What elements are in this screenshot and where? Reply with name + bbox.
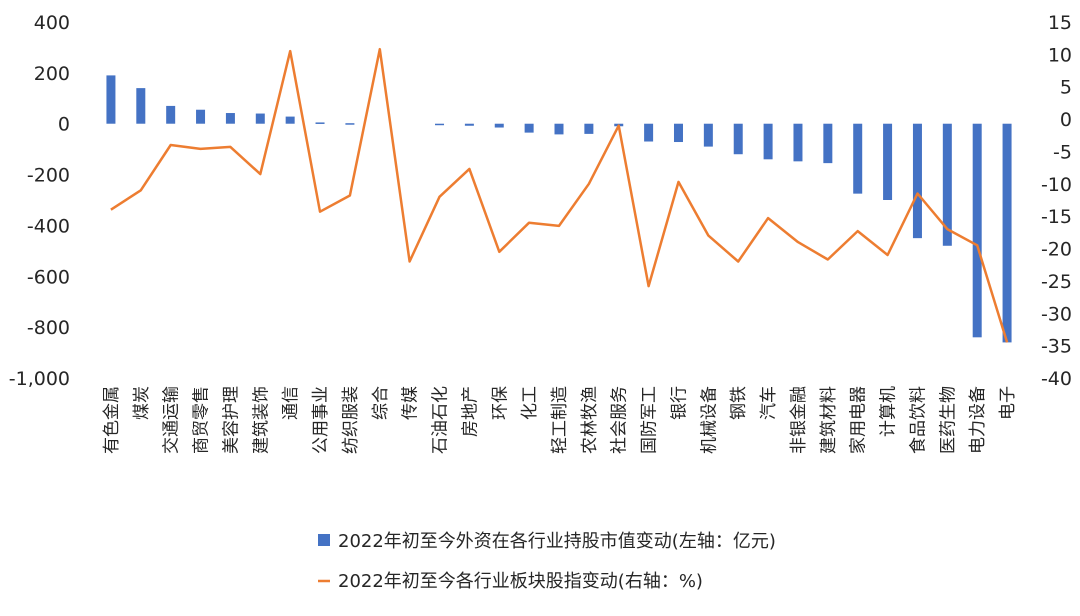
bar-美容护理 — [225, 113, 235, 124]
right-tick-label: -30 — [1041, 303, 1072, 325]
left-tick-label: 0 — [58, 114, 70, 136]
legend-bar-swatch — [318, 534, 330, 546]
category-label: 煤炭 — [132, 386, 152, 420]
category-label: 家用电器 — [849, 386, 869, 454]
category-label: 传媒 — [401, 386, 421, 420]
bar-纺织服装 — [345, 123, 355, 125]
category-label: 电子 — [998, 386, 1018, 420]
bar-建筑材料 — [823, 123, 833, 164]
category-label: 通信 — [281, 386, 301, 420]
bar-电力设备 — [972, 123, 982, 338]
category-label: 国防军工 — [640, 386, 660, 454]
category-label: 石油石化 — [431, 386, 451, 454]
left-tick-label: 200 — [34, 63, 70, 85]
legend-bar-label: 2022年初至今外资在各行业持股市值变动(左轴：亿元) — [338, 531, 776, 552]
category-label: 化工 — [520, 386, 540, 420]
category-label: 钢铁 — [729, 386, 749, 420]
category-label: 计算机 — [879, 386, 899, 437]
bar-家用电器 — [853, 123, 863, 194]
category-label: 农林牧渔 — [580, 386, 600, 454]
category-label: 建筑装饰 — [251, 386, 271, 454]
category-label: 建筑材料 — [819, 386, 839, 454]
category-label: 综合 — [371, 386, 391, 420]
left-tick-label: -400 — [27, 215, 70, 237]
left-tick-label: -600 — [27, 266, 70, 288]
category-label: 公用事业 — [311, 386, 331, 454]
category-label: 交通运输 — [162, 386, 182, 454]
bar-国防军工 — [644, 123, 654, 142]
left-tick-label: -1,000 — [9, 368, 70, 390]
category-label: 电力设备 — [968, 386, 988, 454]
bar-环保 — [494, 123, 504, 128]
bar-钢铁 — [733, 123, 743, 155]
right-tick-label: 5 — [1060, 77, 1072, 99]
bar-通信 — [285, 116, 295, 124]
category-label: 社会服务 — [610, 386, 630, 454]
category-label: 机械设备 — [699, 386, 719, 454]
right-tick-label: -40 — [1041, 368, 1072, 390]
category-label: 环保 — [490, 386, 510, 420]
bar-series — [106, 75, 1012, 343]
bar-石油石化 — [435, 123, 445, 126]
right-tick-label: 15 — [1048, 12, 1072, 34]
bar-农林牧渔 — [584, 123, 594, 134]
right-tick-label: -25 — [1041, 271, 1072, 293]
category-label: 纺织服装 — [341, 386, 361, 454]
right-tick-label: 0 — [1060, 109, 1072, 131]
left-axis: -1,000 -800 -600 -400 -200 0 200 400 — [9, 12, 70, 390]
bar-电子 — [1002, 123, 1012, 343]
right-tick-label: -20 — [1041, 239, 1072, 261]
category-label: 非银金融 — [789, 386, 809, 454]
bar-机械设备 — [703, 123, 713, 147]
right-tick-label: -15 — [1041, 206, 1072, 228]
left-tick-label: 400 — [34, 12, 70, 34]
category-label: 商贸零售 — [192, 386, 212, 454]
category-label: 汽车 — [759, 386, 779, 420]
bar-食品饮料 — [912, 123, 922, 239]
bar-轻工制造 — [554, 123, 564, 135]
right-tick-label: -35 — [1041, 336, 1072, 358]
bar-计算机 — [883, 123, 893, 200]
bar-银行 — [673, 123, 683, 143]
line-series — [110, 47, 1009, 343]
category-label: 银行 — [669, 386, 689, 420]
legend: 2022年初至今外资在各行业持股市值变动(左轴：亿元) 2022年初至今各行业板… — [318, 531, 776, 592]
bar-煤炭 — [136, 88, 146, 124]
bar-有色金属 — [106, 75, 116, 124]
category-label: 医药生物 — [938, 386, 958, 454]
bar-化工 — [524, 123, 534, 133]
bar-公用事业 — [315, 122, 325, 124]
bar-交通运输 — [166, 105, 176, 124]
bar-建筑装饰 — [255, 113, 265, 124]
right-tick-label: -5 — [1053, 141, 1072, 163]
right-axis: -40 -35 -30 -25 -20 -15 -10 -5 0 5 10 15 — [1041, 12, 1072, 390]
right-tick-label: 10 — [1048, 44, 1072, 66]
bar-汽车 — [763, 123, 773, 160]
left-tick-label: -800 — [27, 317, 70, 339]
category-label: 美容护理 — [221, 386, 241, 454]
legend-line-label: 2022年初至今各行业板块股指变动(右轴：%) — [338, 571, 703, 592]
category-label: 轻工制造 — [550, 386, 570, 454]
right-tick-label: -10 — [1041, 174, 1072, 196]
category-label: 房地产 — [460, 386, 480, 437]
category-label: 有色金属 — [102, 386, 122, 454]
category-label: 食品饮料 — [908, 386, 928, 454]
left-tick-label: -200 — [27, 165, 70, 187]
category-axis: 有色金属 煤炭 交通运输 商贸零售 美容护理 建筑装饰 通信 公用事业 纺织服装 综合 传媒 石油石化… — [102, 386, 1018, 454]
bar-房地产 — [464, 123, 474, 126]
bar-非银金融 — [793, 123, 803, 162]
bar-商贸零售 — [196, 109, 206, 124]
bar-医药生物 — [942, 123, 952, 246]
